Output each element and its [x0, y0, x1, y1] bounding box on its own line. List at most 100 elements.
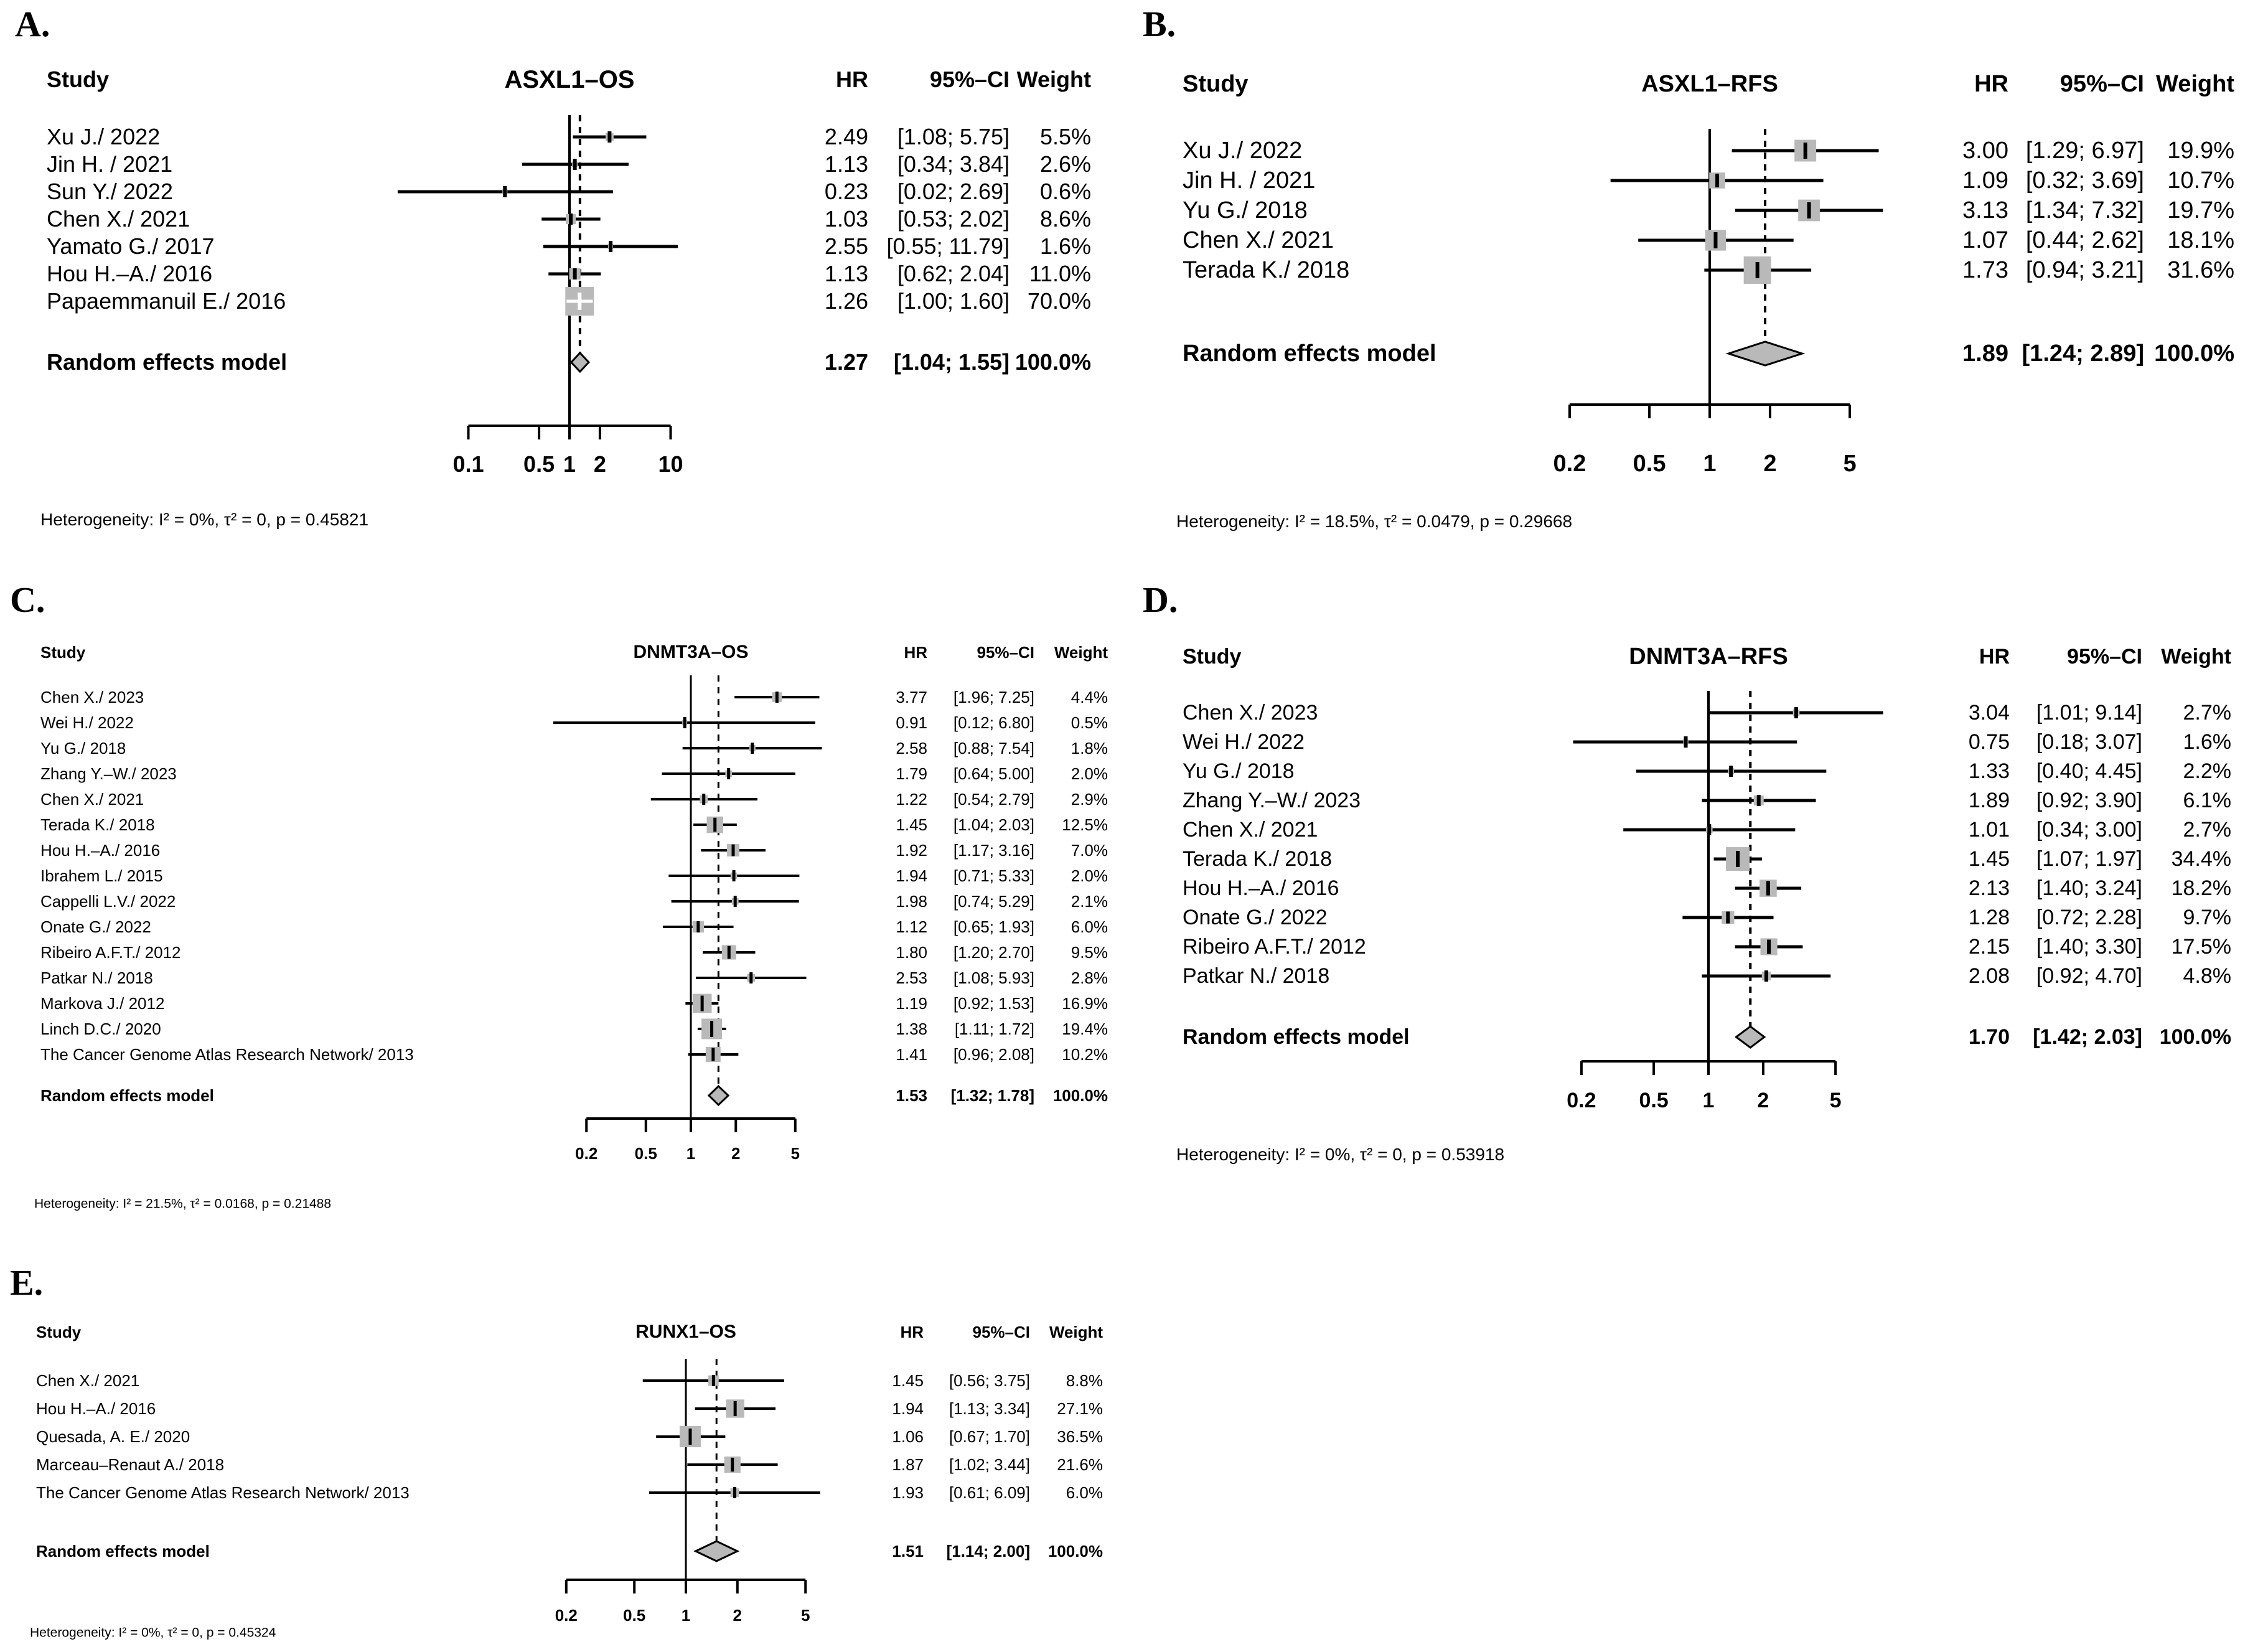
point-estimate-tick — [1803, 143, 1807, 159]
axis-tick-label: 0.5 — [523, 451, 555, 477]
pooled-diamond — [569, 351, 590, 373]
ci-value: [0.71; 5.33] — [953, 866, 1034, 885]
point-estimate-tick — [749, 972, 753, 983]
pooled-label: Random effects model — [1183, 1025, 1410, 1049]
hr-value: 2.58 — [896, 739, 927, 758]
column-header-hr: HR — [836, 67, 868, 92]
pooled-hr: 1.89 — [1962, 340, 2008, 367]
ci-value: [1.40; 3.30] — [2036, 935, 2142, 959]
hr-value: 1.13 — [824, 261, 868, 286]
point-estimate-tick — [696, 921, 700, 933]
panel-a: Study ASXL1–OS HR 95%–CI Weight Xu J./ 2022 2.… — [19, 12, 1127, 579]
hr-value: 1.98 — [896, 892, 927, 911]
point-estimate-tick — [503, 186, 507, 197]
hr-value: 1.94 — [892, 1399, 924, 1418]
point-estimate-tick — [688, 1429, 692, 1445]
hr-value: 1.38 — [896, 1020, 927, 1038]
weight-value: 2.7% — [2183, 701, 2232, 725]
weight-value: 70.0% — [1027, 288, 1091, 314]
axis-tick-label: 0.2 — [1567, 1089, 1596, 1112]
study-name: Hou H.–A./ 2016 — [36, 1399, 156, 1418]
panel-label: B. — [1143, 4, 1176, 44]
hr-value: 1.12 — [896, 918, 927, 936]
column-header-hr: HR — [1979, 645, 2010, 669]
study-name: Jin H. / 2021 — [1183, 167, 1316, 194]
point-estimate-tick — [573, 159, 577, 170]
point-estimate-tick — [1715, 173, 1720, 188]
axis-tick-label: 0.2 — [555, 1606, 578, 1625]
column-header-ci: 95%–CI — [972, 1323, 1031, 1341]
hr-value: 3.00 — [1962, 138, 2008, 164]
study-name: Ribeiro A.F.T./ 2012 — [40, 943, 181, 962]
study-name: Patkar N./ 2018 — [40, 969, 153, 987]
hr-value: 1.94 — [896, 866, 927, 885]
pooled-label: Random effects model — [1183, 340, 1436, 367]
column-header-study: Study — [36, 1323, 82, 1341]
pooled-ci: [1.14; 2.00] — [946, 1542, 1030, 1560]
hr-value: 1.93 — [892, 1483, 924, 1502]
point-estimate-tick — [1794, 707, 1798, 718]
weight-value: 21.6% — [1057, 1455, 1103, 1474]
hr-value: 1.28 — [1968, 906, 2010, 929]
hr-value: 1.13 — [824, 151, 868, 177]
point-estimate-tick — [733, 896, 737, 907]
axis-tick-label: 0.2 — [575, 1144, 598, 1163]
study-name: Marceau–Renaut A./ 2018 — [36, 1455, 225, 1474]
weight-value: 17.5% — [2171, 935, 2231, 959]
pooled-weight: 100.0% — [2154, 340, 2234, 367]
weight-value: 4.8% — [2183, 964, 2232, 988]
ci-value: [1.08; 5.93] — [953, 969, 1034, 987]
study-name: Yu G./ 2018 — [40, 739, 126, 758]
panel-title: DNMT3A–RFS — [1629, 644, 1788, 670]
study-name: Chen X./ 2021 — [47, 206, 190, 232]
point-estimate-tick — [727, 768, 731, 779]
ci-value: [0.92; 3.90] — [2036, 789, 2142, 812]
hr-value: 1.45 — [1968, 847, 2010, 871]
ci-value: [0.32; 3.69] — [2025, 167, 2144, 194]
point-estimate-tick — [1684, 736, 1688, 748]
ci-value: [0.34; 3.00] — [2036, 818, 2142, 842]
weight-value: 10.7% — [2167, 167, 2234, 194]
forest-plot-svg — [1573, 691, 1883, 1075]
point-estimate-tick — [1713, 232, 1718, 248]
ci-value: [1.08; 5.75] — [897, 124, 1010, 149]
weight-value: 1.8% — [1071, 739, 1108, 758]
ci-value: [0.53; 2.02] — [897, 206, 1010, 232]
axis-tick-label: 5 — [1829, 1089, 1842, 1112]
hr-value: 3.04 — [1968, 701, 2010, 725]
weight-value: 19.4% — [1062, 1020, 1108, 1038]
axis-tick-label: 2 — [593, 451, 606, 477]
panel-c: Study DNMT3A–OS HR 95%–CI Weight Chen X./ 202… — [12, 591, 1127, 1220]
weight-value: 12.5% — [1062, 815, 1108, 834]
point-estimate-tick — [1729, 766, 1733, 777]
study-name: Onate G./ 2022 — [1183, 906, 1328, 929]
axis-tick-label: 0.2 — [1553, 451, 1586, 477]
weight-value: 27.1% — [1057, 1399, 1103, 1418]
pooled-weight: 100.0% — [2159, 1025, 2231, 1049]
hr-value: 1.92 — [896, 841, 927, 860]
ci-value: [0.34; 3.84] — [897, 151, 1010, 177]
column-header-study: Study — [47, 67, 110, 92]
axis-tick-label: 2 — [1757, 1089, 1769, 1112]
weight-value: 1.6% — [1039, 233, 1091, 259]
study-name: Chen X./ 2021 — [1183, 227, 1334, 253]
ci-value: [0.55; 11.79] — [886, 233, 1010, 259]
column-header-ci: 95%–CI — [2067, 645, 2142, 669]
study-name: Terada K./ 2018 — [40, 815, 155, 834]
weight-value: 19.7% — [2167, 197, 2234, 223]
axis-tick-label: 0.5 — [634, 1144, 657, 1163]
weight-value: 9.7% — [2183, 906, 2232, 929]
heterogeneity-note: Heterogeneity: I² = 0%, τ² = 0, p = 0.45… — [40, 510, 369, 529]
point-estimate-tick — [732, 870, 736, 881]
weight-value: 2.0% — [1071, 866, 1108, 885]
study-name: Onate G./ 2022 — [40, 918, 151, 936]
hr-value: 1.41 — [896, 1045, 927, 1064]
point-estimate-tick — [569, 214, 573, 225]
ci-value: [0.74; 5.29] — [953, 892, 1034, 911]
point-estimate-tick — [1767, 939, 1771, 954]
pooled-diamond — [1725, 340, 1806, 367]
study-name: Terada K./ 2018 — [1183, 257, 1350, 283]
point-estimate-tick — [727, 946, 731, 959]
pooled-ci: [1.42; 2.03] — [2033, 1025, 2142, 1049]
axis-tick-label: 0.5 — [1639, 1089, 1669, 1112]
